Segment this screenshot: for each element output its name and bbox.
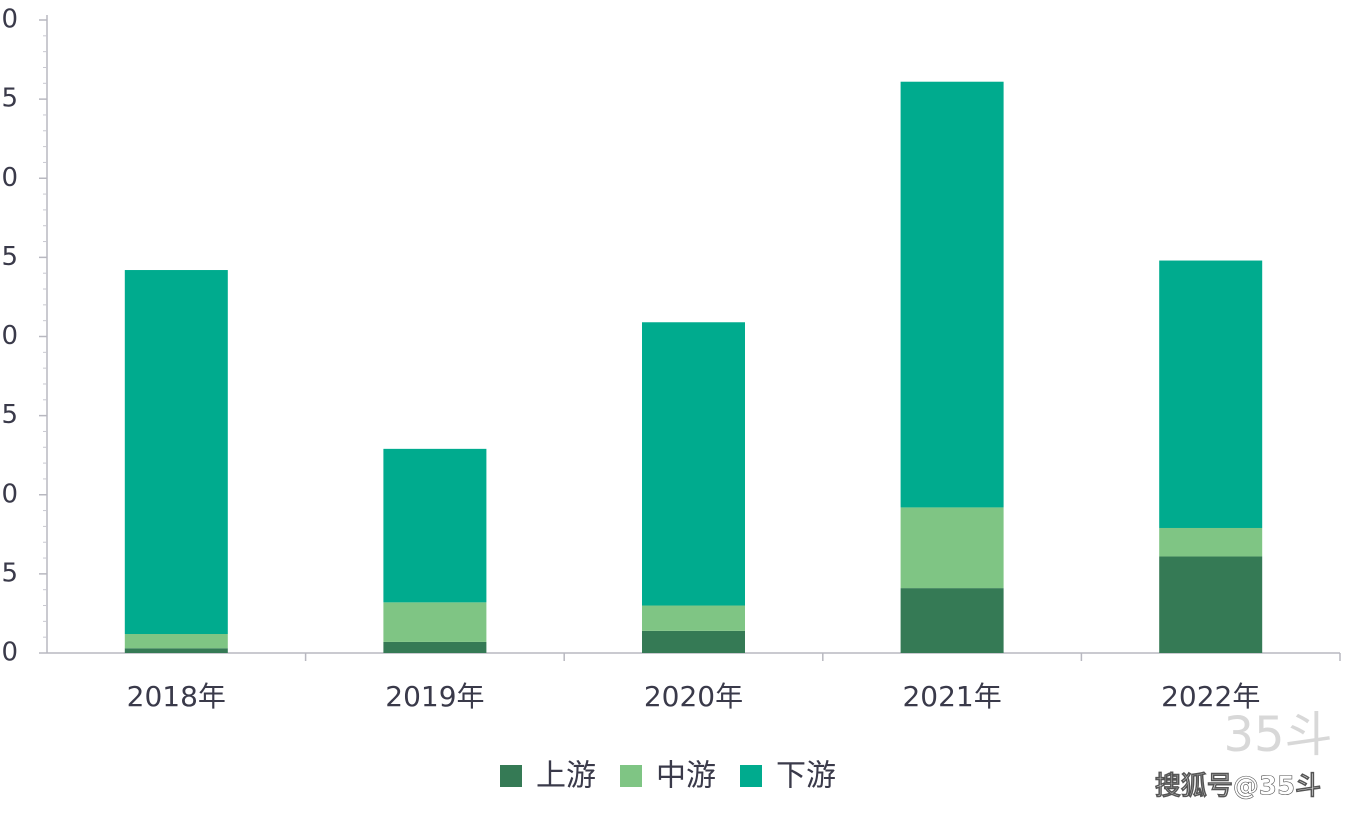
watermark-logo: 35斗 xyxy=(1223,707,1332,763)
x-tick-label: 2021年 xyxy=(902,680,1001,713)
x-tick-label: 2018年 xyxy=(127,680,226,713)
legend-label: 下游 xyxy=(776,759,836,794)
bar-segment xyxy=(900,507,1004,589)
bar-segment xyxy=(383,641,487,653)
bar-segment xyxy=(124,270,228,635)
bar-segment xyxy=(1159,527,1263,557)
legend-swatch xyxy=(620,765,642,787)
x-tick-label: 2022年 xyxy=(1161,680,1260,713)
y-tick-label: 0 xyxy=(1,638,18,668)
bar-segment xyxy=(900,588,1004,653)
x-tick-label: 2020年 xyxy=(644,680,743,713)
bar-segment xyxy=(124,634,228,649)
y-tick-label: 10 xyxy=(0,479,18,509)
watermark-text: 搜狐号@35斗 xyxy=(1155,772,1321,802)
y-tick-label: 20 xyxy=(0,321,18,351)
y-tick-label: 25 xyxy=(0,242,18,272)
legend-label: 中游 xyxy=(656,759,716,794)
bar-segment xyxy=(124,648,228,653)
bar-segment xyxy=(642,322,745,606)
y-tick-label: 30 xyxy=(0,163,18,193)
bar-segment xyxy=(383,448,487,603)
legend-swatch xyxy=(500,765,522,787)
y-tick-label: 40 xyxy=(0,5,18,35)
x-tick-label: 2019年 xyxy=(385,680,484,713)
bar-segment xyxy=(642,630,745,653)
y-tick-label: 5 xyxy=(1,558,18,588)
bar-segment xyxy=(1159,260,1263,528)
legend-label: 上游 xyxy=(536,759,596,794)
legend-swatch xyxy=(740,765,762,787)
y-tick-label: 15 xyxy=(0,400,18,430)
bar-segment xyxy=(642,605,745,631)
bar-segment xyxy=(383,602,487,642)
bar-segment xyxy=(900,81,1004,508)
y-tick-label: 35 xyxy=(0,84,18,114)
bar-segment xyxy=(1159,556,1263,653)
